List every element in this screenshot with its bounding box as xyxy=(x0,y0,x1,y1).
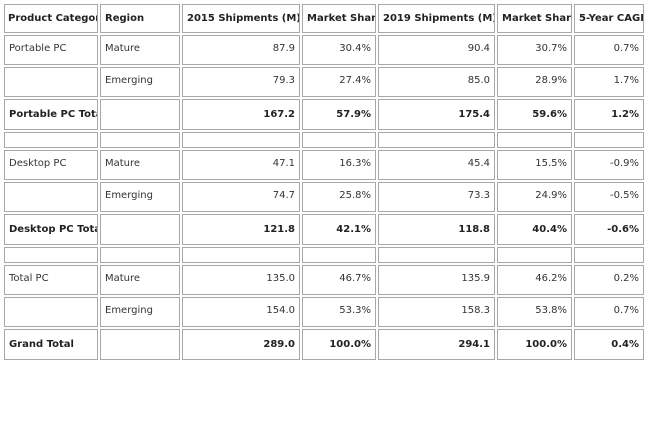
empty-cell xyxy=(378,132,495,148)
header-2015-shipments: 2015 Shipments (M)* xyxy=(182,4,300,33)
cell-product-category: Grand Total xyxy=(4,329,98,360)
cell-product-category xyxy=(4,67,98,97)
cell-2015-shipments: 289.0 xyxy=(182,329,300,360)
cell-region: Emerging xyxy=(100,182,180,212)
empty-cell xyxy=(182,247,300,263)
cell-5-year-cagr: 0.7% xyxy=(574,35,644,65)
cell-product-category: Desktop PC Total xyxy=(4,214,98,245)
cell-product-category: Portable PC Total xyxy=(4,99,98,130)
cell-2015-market-share: 100.0% xyxy=(302,329,376,360)
empty-cell xyxy=(574,132,644,148)
cell-2019-market-share: 24.9% xyxy=(497,182,572,212)
spacer-row xyxy=(4,247,644,263)
table-row: Total PC Mature 135.0 46.7% 135.9 46.2% 0.2% xyxy=(4,265,644,295)
cell-2019-shipments: 73.3 xyxy=(378,182,495,212)
cell-region: Mature xyxy=(100,150,180,180)
cell-2015-shipments: 74.7 xyxy=(182,182,300,212)
header-2015-market-share: Market Share xyxy=(302,4,376,33)
header-row: Product Category Region 2015 Shipments (… xyxy=(4,4,644,33)
cell-2015-shipments: 167.2 xyxy=(182,99,300,130)
table-row: Portable PC Mature 87.9 30.4% 90.4 30.7% 0.7% xyxy=(4,35,644,65)
table-row: Emerging 79.3 27.4% 85.0 28.9% 1.7% xyxy=(4,67,644,97)
cell-2019-market-share: 100.0% xyxy=(497,329,572,360)
cell-2019-shipments: 118.8 xyxy=(378,214,495,245)
cell-2015-shipments: 87.9 xyxy=(182,35,300,65)
empty-cell xyxy=(4,247,98,263)
cell-region xyxy=(100,329,180,360)
header-region: Region xyxy=(100,4,180,33)
cell-5-year-cagr: -0.5% xyxy=(574,182,644,212)
table-row: Desktop PC Mature 47.1 16.3% 45.4 15.5% -0.9% xyxy=(4,150,644,180)
empty-cell xyxy=(100,132,180,148)
empty-cell xyxy=(182,132,300,148)
cell-2015-market-share: 57.9% xyxy=(302,99,376,130)
cell-product-category xyxy=(4,297,98,327)
empty-cell xyxy=(302,132,376,148)
cell-2019-market-share: 46.2% xyxy=(497,265,572,295)
table-row: Emerging 154.0 53.3% 158.3 53.8% 0.7% xyxy=(4,297,644,327)
pc-shipments-table: Product Category Region 2015 Shipments (… xyxy=(2,2,645,362)
cell-2015-market-share: 27.4% xyxy=(302,67,376,97)
total-row: Portable PC Total 167.2 57.9% 175.4 59.6% 1.2… xyxy=(4,99,644,130)
cell-2015-market-share: 30.4% xyxy=(302,35,376,65)
cell-2015-market-share: 53.3% xyxy=(302,297,376,327)
cell-5-year-cagr: -0.9% xyxy=(574,150,644,180)
cell-region xyxy=(100,99,180,130)
cell-2015-shipments: 47.1 xyxy=(182,150,300,180)
cell-product-category xyxy=(4,182,98,212)
table-body: Portable PC Mature 87.9 30.4% 90.4 30.7% 0.7% E… xyxy=(4,35,644,360)
cell-2015-shipments: 135.0 xyxy=(182,265,300,295)
cell-region: Mature xyxy=(100,265,180,295)
empty-cell xyxy=(497,247,572,263)
cell-region xyxy=(100,214,180,245)
cell-product-category: Desktop PC xyxy=(4,150,98,180)
cell-2019-shipments: 45.4 xyxy=(378,150,495,180)
header-5-year-cagr: 5-Year CAGR xyxy=(574,4,644,33)
cell-2015-market-share: 46.7% xyxy=(302,265,376,295)
cell-5-year-cagr: 1.2% xyxy=(574,99,644,130)
header-product-category: Product Category xyxy=(4,4,98,33)
cell-5-year-cagr: 0.4% xyxy=(574,329,644,360)
cell-product-category: Portable PC xyxy=(4,35,98,65)
cell-2019-shipments: 85.0 xyxy=(378,67,495,97)
empty-cell xyxy=(574,247,644,263)
cell-2019-shipments: 158.3 xyxy=(378,297,495,327)
cell-2015-market-share: 16.3% xyxy=(302,150,376,180)
shipments-table-container: Product Category Region 2015 Shipments (… xyxy=(2,2,645,362)
cell-2019-shipments: 135.9 xyxy=(378,265,495,295)
cell-2019-market-share: 59.6% xyxy=(497,99,572,130)
cell-5-year-cagr: -0.6% xyxy=(574,214,644,245)
cell-2019-market-share: 15.5% xyxy=(497,150,572,180)
total-row: Grand Total 289.0 100.0% 294.1 100.0% 0.4% xyxy=(4,329,644,360)
cell-2019-shipments: 90.4 xyxy=(378,35,495,65)
cell-region: Emerging xyxy=(100,67,180,97)
empty-cell xyxy=(497,132,572,148)
cell-2015-shipments: 121.8 xyxy=(182,214,300,245)
cell-2019-shipments: 175.4 xyxy=(378,99,495,130)
empty-cell xyxy=(4,132,98,148)
cell-5-year-cagr: 0.7% xyxy=(574,297,644,327)
cell-product-category: Total PC xyxy=(4,265,98,295)
empty-cell xyxy=(100,247,180,263)
empty-cell xyxy=(302,247,376,263)
cell-2015-market-share: 42.1% xyxy=(302,214,376,245)
cell-2019-market-share: 53.8% xyxy=(497,297,572,327)
cell-region: Mature xyxy=(100,35,180,65)
total-row: Desktop PC Total 121.8 42.1% 118.8 40.4% -0.6… xyxy=(4,214,644,245)
spacer-row xyxy=(4,132,644,148)
empty-cell xyxy=(378,247,495,263)
table-row: Emerging 74.7 25.8% 73.3 24.9% -0.5% xyxy=(4,182,644,212)
header-2019-market-share: Market Share xyxy=(497,4,572,33)
cell-5-year-cagr: 1.7% xyxy=(574,67,644,97)
cell-2019-market-share: 40.4% xyxy=(497,214,572,245)
cell-2015-shipments: 154.0 xyxy=(182,297,300,327)
cell-5-year-cagr: 0.2% xyxy=(574,265,644,295)
cell-2015-market-share: 25.8% xyxy=(302,182,376,212)
cell-region: Emerging xyxy=(100,297,180,327)
cell-2019-market-share: 28.9% xyxy=(497,67,572,97)
cell-2015-shipments: 79.3 xyxy=(182,67,300,97)
cell-2019-shipments: 294.1 xyxy=(378,329,495,360)
header-2019-shipments: 2019 Shipments (M)* xyxy=(378,4,495,33)
cell-2019-market-share: 30.7% xyxy=(497,35,572,65)
